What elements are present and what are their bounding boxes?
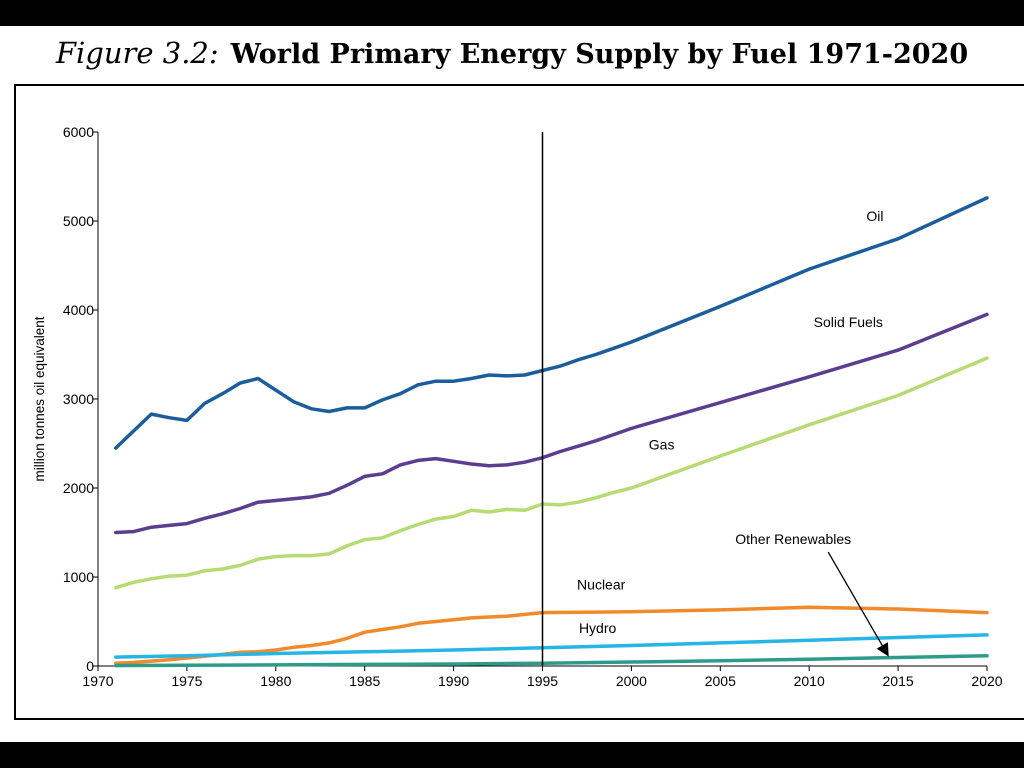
y-tick-label: 0	[86, 658, 94, 674]
chart-frame	[14, 84, 1024, 720]
x-tick-label: 1990	[438, 673, 469, 689]
series-label-hydro: Hydro	[579, 620, 617, 636]
y-tick-label: 3000	[63, 391, 94, 407]
title-text: World Primary Energy Supply by Fuel 1971…	[230, 39, 969, 70]
x-tick-label: 1980	[260, 673, 291, 689]
series-label-oil: Oil	[866, 208, 883, 224]
series-line-solid-fuels	[114, 312, 989, 535]
x-tick-label: 1985	[349, 673, 380, 689]
series-line-other-renewables	[114, 654, 989, 668]
series-label-gas: Gas	[649, 437, 675, 453]
x-tick-label: 2015	[883, 673, 914, 689]
x-tick-label: 2020	[971, 673, 1002, 689]
y-tick-label: 2000	[63, 480, 94, 496]
series-label-solid-fuels: Solid Fuels	[814, 314, 883, 330]
series-line-oil	[114, 196, 989, 450]
figure-label: Figure 3.2:	[55, 36, 219, 70]
series-label-other-renewables: Other Renewables	[735, 531, 851, 547]
figure-title: Figure 3.2: World Primary Energy Supply …	[0, 26, 1024, 84]
x-tick-label: 2005	[705, 673, 736, 689]
y-axis-label: million tonnes oil equivalent	[32, 316, 47, 481]
series-line-hydro	[114, 633, 989, 659]
x-tick-label: 2000	[616, 673, 647, 689]
series-line-gas	[114, 356, 989, 590]
x-tick-label: 1970	[82, 673, 113, 689]
annotation-arrow	[827, 551, 889, 657]
energy-chart: 0 1000 2000 3000 4000 5000 6000 1970 1975 1980 198…	[32, 124, 1003, 689]
x-tick-label: 2010	[794, 673, 825, 689]
y-tick-label: 6000	[63, 124, 94, 140]
y-tick-label: 5000	[63, 213, 94, 229]
page: Figure 3.2: World Primary Energy Supply …	[0, 26, 1024, 742]
x-tick-label: 1995	[527, 673, 558, 689]
y-tick-label: 4000	[63, 302, 94, 318]
y-tick-label: 1000	[63, 569, 94, 585]
series-label-nuclear: Nuclear	[577, 576, 626, 592]
x-tick-label: 1975	[171, 673, 202, 689]
